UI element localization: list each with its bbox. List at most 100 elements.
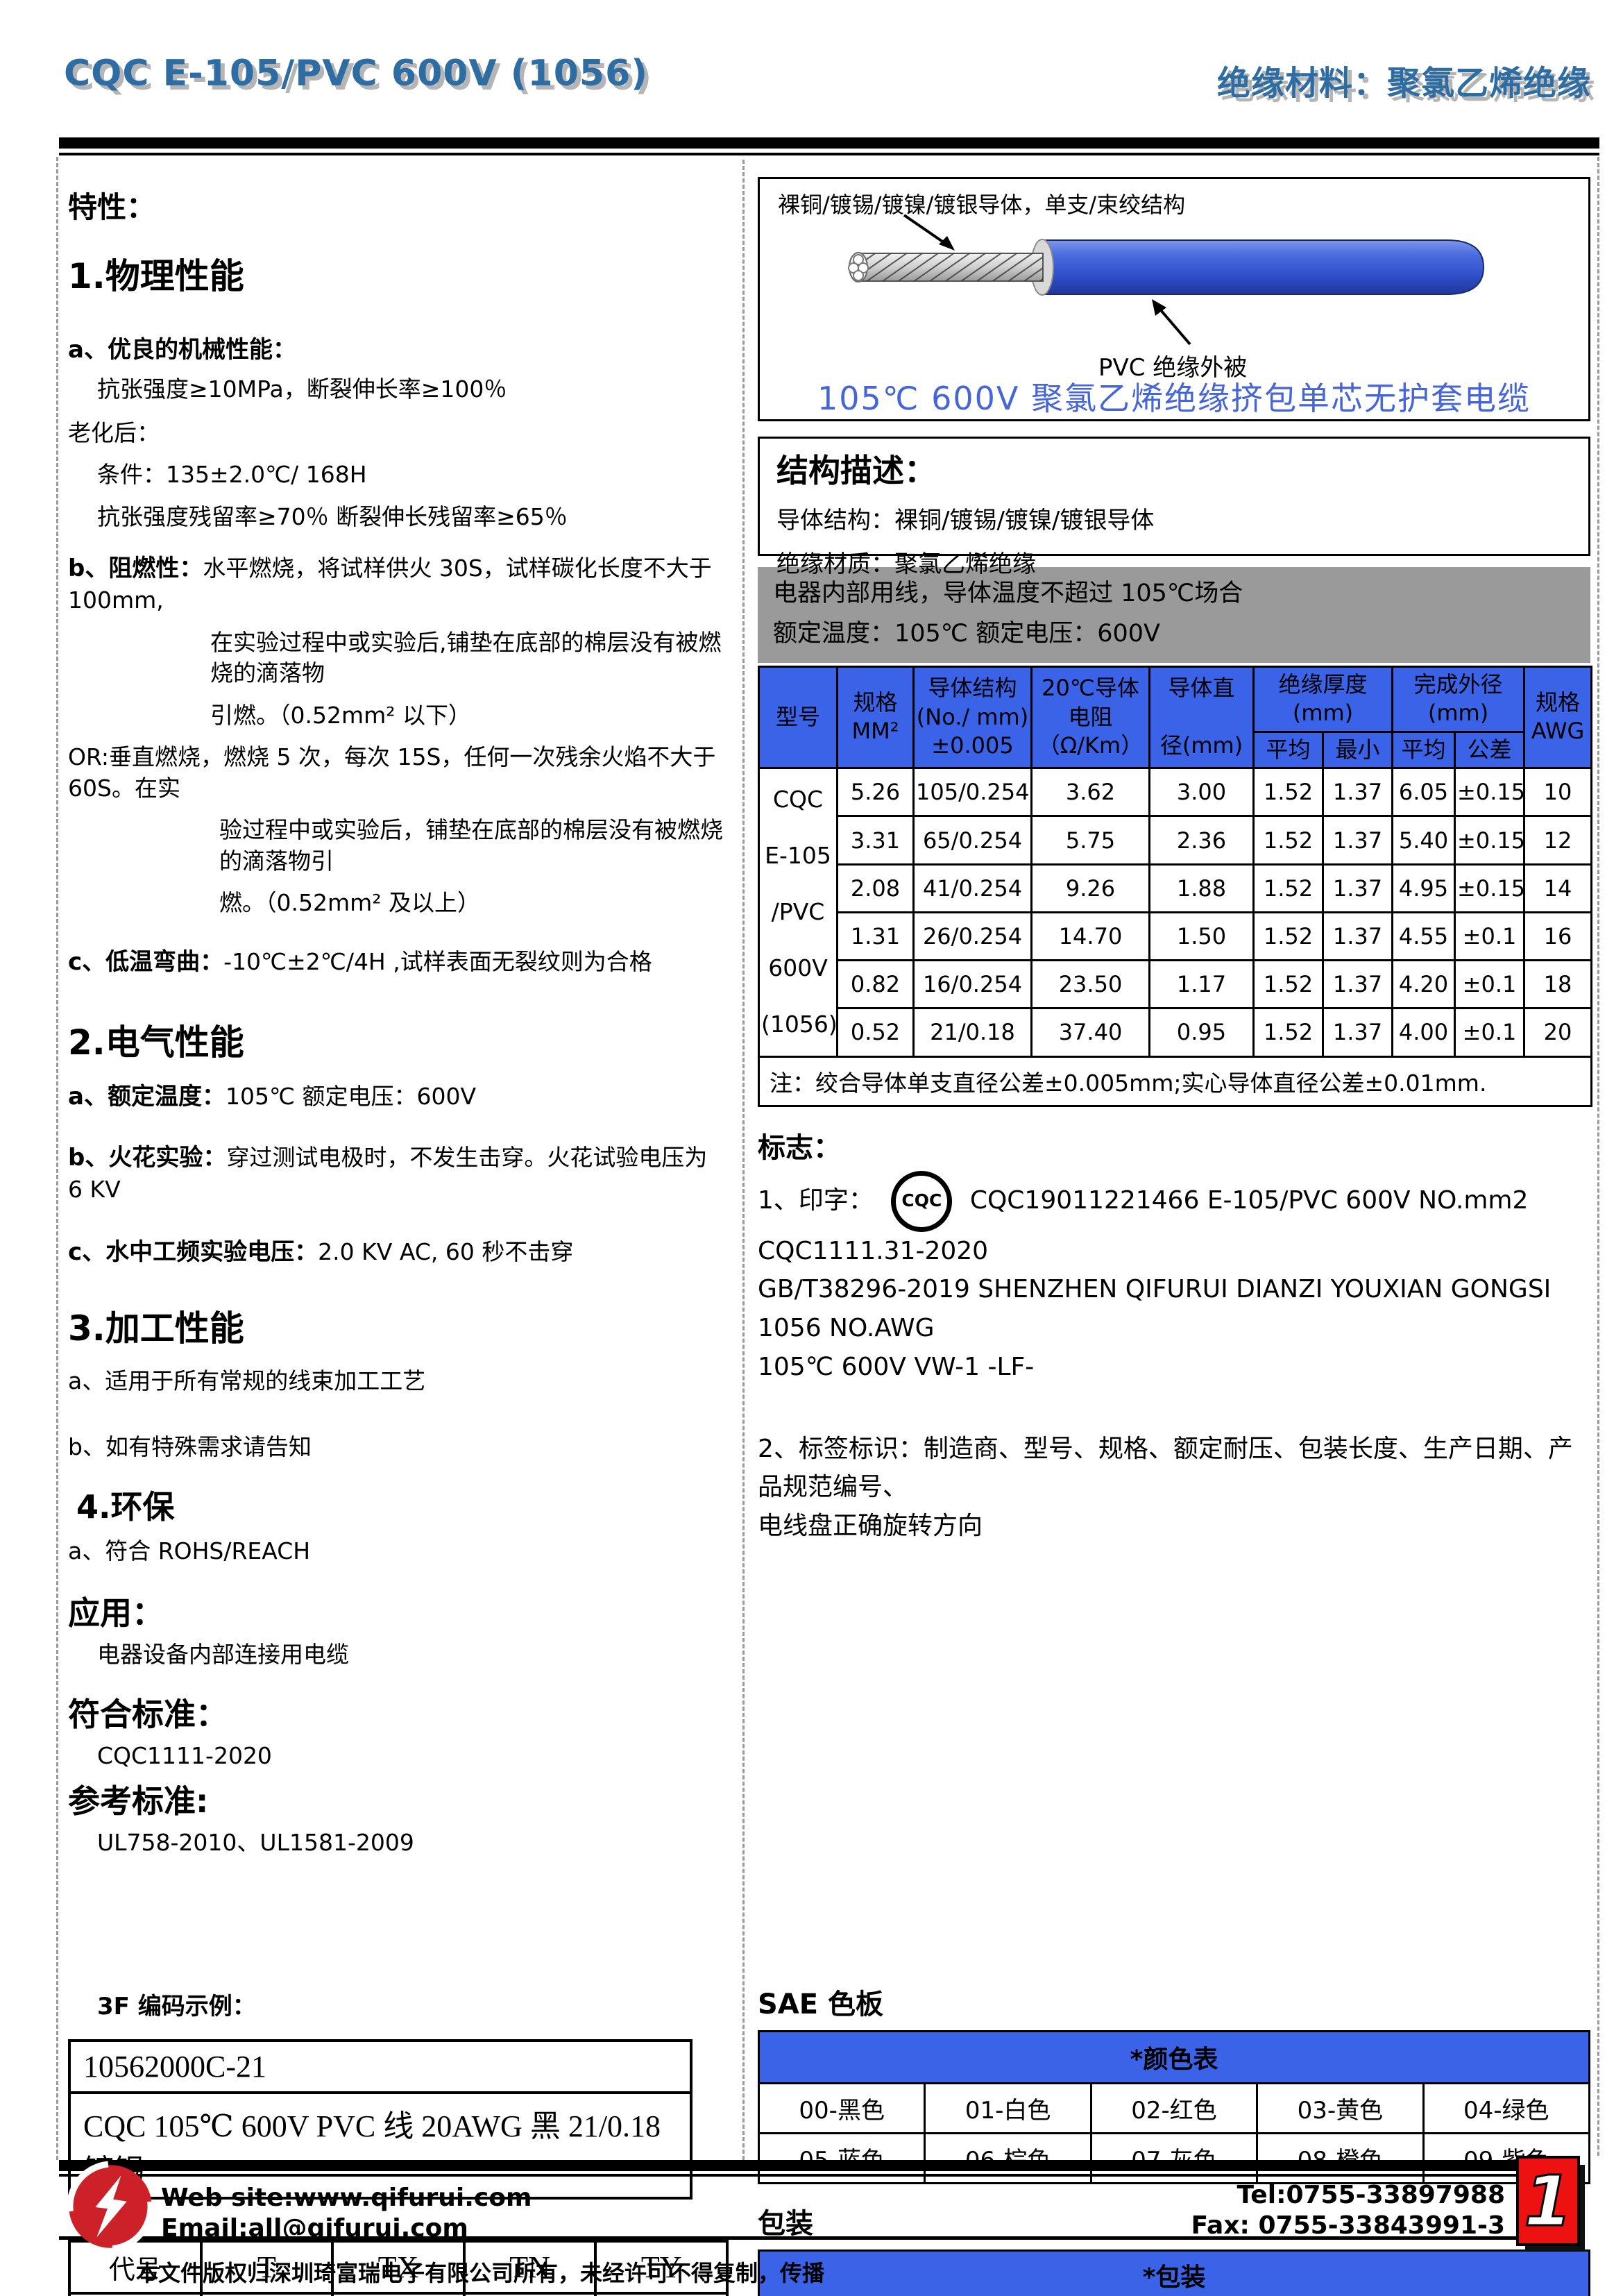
- spec-cell: 21/0.18: [912, 1007, 1033, 1058]
- cable-illustration: [848, 214, 1485, 346]
- spec-cell: 1.37: [1321, 959, 1394, 1010]
- spec-h-model: 型号: [758, 665, 838, 770]
- spec-note: 注：绞合导体单支直径公差±0.005mm;实心导体直径公差±0.01mm.: [757, 1055, 1593, 1107]
- spec-row: 0.82 16/0.254 23.50 1.17 1.52 1.37 4.20 …: [759, 959, 1593, 1010]
- spec-cell: 1.50: [1148, 911, 1255, 962]
- spec-cell: 5.75: [1030, 815, 1150, 866]
- color-01-white: 01-白色: [924, 2082, 1092, 2135]
- water-line: c、水中工频实验电压：2.0 KV AC, 60 秒不击穿: [68, 1237, 729, 1269]
- spark-text: 穿过测试电极时，不发生击穿。火花试验电压为 6 KV: [68, 1143, 708, 1203]
- spec-cell: ±0.15: [1454, 863, 1525, 913]
- spec-cell: 10: [1523, 767, 1593, 818]
- spec-cell: 0.82: [836, 959, 915, 1010]
- env-a: a、符合 ROHS/REACH: [68, 1537, 311, 1565]
- spec-cell: 1.17: [1148, 959, 1255, 1010]
- spec-cell: 1.52: [1252, 959, 1324, 1010]
- page-subtitle: 绝缘材料：聚氯乙烯绝缘: [1216, 64, 1591, 103]
- spec-cell: 3.62: [1030, 767, 1150, 818]
- conductor-type-table: 代号 T TX TN TY 导体类型 ☑无镀层铜 ☑镀锡铜 ☑镀镍铜 ☑镀银铜: [68, 2240, 729, 2296]
- application-heading: 应用：: [68, 1594, 164, 1632]
- spec-row: 2.08 41/0.254 9.26 1.88 1.52 1.37 4.95 ±…: [759, 863, 1593, 913]
- color-03-yellow: 03-黄色: [1256, 2082, 1425, 2135]
- spec-h-od: 完成外径 (mm): [1391, 665, 1526, 733]
- physical-heading: 1.物理性能: [68, 256, 244, 296]
- spec-cell: ±0.15: [1454, 815, 1525, 866]
- spec-h-size: 规格 MM²: [836, 665, 915, 770]
- spec-cell: 3.00: [1148, 767, 1255, 818]
- usage-line1: 电器内部用线，导体温度不超过 105℃场合: [773, 580, 1243, 607]
- spec-row: CQC E-105 /PVC 600V (1056) 5.26 105/0.25…: [758, 767, 1593, 1058]
- spec-h-awg: 规格 AWG: [1523, 665, 1593, 770]
- code-TN: TN: [462, 2240, 597, 2295]
- electrical-heading: 2.电气性能: [68, 1022, 244, 1063]
- option-tinned-copper: ☑镀锡铜: [331, 2292, 466, 2296]
- usage-banner: 电器内部用线，导体温度不超过 105℃场合 额定温度：105℃ 额定电压：600…: [758, 567, 1590, 663]
- structure-box: 结构描述： 导体结构：裸铜/镀锡/镀镍/镀银导体 绝缘材质：聚氯乙烯绝缘: [758, 437, 1590, 578]
- packaging-table-title: *包装: [758, 2249, 1590, 2296]
- tensile-line: 抗张强度≥10MPa，断裂伸长率≥100％: [97, 375, 507, 403]
- marking-item1-line3: 105℃ 600V VW-1 -LF-: [758, 1352, 1035, 1381]
- option-bare-copper: ☑无镀层铜: [199, 2292, 334, 2296]
- mechanical-label: a、优良的机械性能：: [68, 336, 296, 364]
- spec-cell: 1.52: [1252, 863, 1324, 913]
- option-nickel-copper: ☑镀镍铜: [462, 2292, 597, 2296]
- spec-cell: 12: [1523, 815, 1593, 866]
- conductor-type-label: 导体类型: [68, 2292, 203, 2296]
- processing-a: a、适用于所有常规的线束加工工艺: [68, 1367, 426, 1395]
- processing-heading: 3.加工性能: [68, 1308, 244, 1349]
- marking-item2-line2: 电线盘正确旋转方向: [758, 1512, 983, 1541]
- standard-text: CQC1111-2020: [97, 1742, 272, 1770]
- spec-cell: 14.70: [1030, 911, 1150, 962]
- spec-h-od-avg: 平均: [1391, 730, 1456, 770]
- flame-text1: 水平燃烧，将试样供火 30S，试样碳化长度不大于 100mm,: [68, 555, 712, 614]
- structure-line1: 导体结构：裸铜/镀锡/镀镍/镀银导体: [776, 507, 1155, 534]
- structure-line2: 绝缘材质：聚氯乙烯绝缘: [776, 550, 1036, 578]
- spec-cell: 1.37: [1321, 863, 1394, 913]
- coding-heading: 3F 编码示例：: [97, 1993, 256, 2021]
- spec-cell: 14: [1523, 863, 1593, 913]
- spec-cell: 5.26: [836, 767, 915, 818]
- spec-cell: 16: [1523, 911, 1593, 962]
- color-04-green: 04-绿色: [1422, 2082, 1591, 2135]
- packaging-table: *包装 型号 包装方式- m/roll 10AWG ■ 152.5M □ 305…: [758, 2249, 1590, 2296]
- flame-label: b、阻燃性：: [68, 555, 203, 583]
- spec-cell: 3.31: [836, 815, 915, 866]
- qifurui-footer-logo-icon: [67, 2161, 154, 2252]
- spec-cell: 5.40: [1391, 815, 1456, 866]
- spec-cell: 20: [1523, 1007, 1593, 1058]
- env-heading: 4.环保: [76, 1488, 175, 1526]
- marking-heading: 标志：: [758, 1131, 841, 1164]
- spec-cell: 2.08: [836, 863, 915, 913]
- code-T: T: [199, 2240, 334, 2295]
- standard-heading: 符合标准：: [68, 1696, 228, 1734]
- reference-text: UL758-2010、UL1581-2009: [97, 1828, 414, 1856]
- spec-cell: 4.95: [1391, 863, 1456, 913]
- page-border-right: [1597, 157, 1599, 2156]
- spec-cell: 105/0.254: [912, 767, 1033, 818]
- spec-h-diameter: 导体直 径(mm): [1148, 665, 1255, 770]
- spec-cell: 4.20: [1391, 959, 1456, 1010]
- spec-h-ins-min: 最小: [1321, 730, 1394, 770]
- coding-code: 10562000C-21: [68, 2039, 692, 2095]
- spec-table: 型号 规格 MM² 导体结构 (No./ mm) ±0.005 20℃导体 电阻…: [757, 665, 1593, 1107]
- page-border-left: [56, 157, 58, 2160]
- reference-heading: 参考标准:: [68, 1782, 209, 1820]
- marking-item2-line1: 2、标签标识：制造商、型号、规格、额定耐压、包装长度、生产日期、产品规范编号、: [758, 1434, 1573, 1502]
- spec-h-od-tol: 公差: [1454, 730, 1526, 770]
- spec-cell: 2.36: [1148, 815, 1255, 866]
- flame-line2: 在实验过程中或实验后,铺垫在底部的棉层没有被燃烧的滴落物: [210, 628, 722, 687]
- spec-cell: 1.52: [1252, 767, 1324, 818]
- marking-item1-label: 1、印字：: [758, 1185, 874, 1215]
- rated-temp-text: 105℃ 额定电压：600V: [225, 1082, 477, 1110]
- spec-cell: 16/0.254: [912, 959, 1033, 1010]
- right-column: 裸铜/镀锡/镀镍/镀银导体，单支/束绞结构 PVC 绝缘外被 105℃ 600V…: [757, 174, 1593, 2296]
- structure-heading: 结构描述：: [776, 452, 936, 489]
- footer-website: Web site:www.qifurui.com: [161, 2184, 532, 2212]
- aging-condition: 条件：135±2.0℃/ 168H: [97, 461, 367, 489]
- cold-bend-text: -10℃±2℃/4H ,试样表面无裂纹则为合格: [223, 948, 652, 975]
- spec-cell: 1.52: [1252, 815, 1324, 866]
- cable-diagram-box: 裸铜/镀锡/镀镍/镀银导体，单支/束绞结构 PVC 绝缘外被 105℃ 600V…: [758, 177, 1590, 421]
- spec-cell: 1.88: [1148, 863, 1255, 913]
- spec-cell: 1.37: [1321, 911, 1394, 962]
